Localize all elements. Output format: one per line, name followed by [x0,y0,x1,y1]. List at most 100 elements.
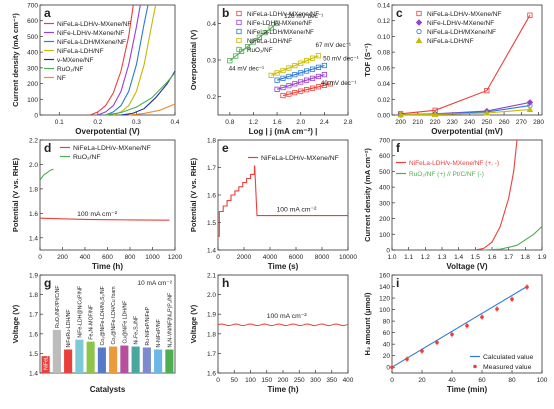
data-point [525,285,529,289]
panel-h: h Voltage (V) Time (h) 1.6 1.7 1.8 1.9 2.0 2.1 0 5… [189,273,354,395]
x-tick-label: 200 [395,119,406,126]
data-point [233,53,239,59]
data-point [304,58,310,64]
data-point [484,88,490,94]
panel-i: i H₂ amount (μmol) Time (min) 0 20 40 60 80 100 1… [363,273,548,395]
y-tick-label: 0.4 [207,21,216,28]
panel-d: d Potential (V vs. RHE) Time (h) 1.4 1.6 1.8 2… [11,138,183,272]
bar-label: Ru-NiFeP/NiFeP [145,306,151,345]
bar [52,329,61,373]
x-tick-label: 280 [533,119,544,126]
y-axis-label: Voltage (V) [11,304,20,343]
x-tick-label: 240 [464,119,475,126]
data-point [292,81,298,87]
data-point [483,109,491,116]
y-tick-label: 0.12 [377,18,390,25]
bar [64,349,73,373]
bar-label: N₃N-VN/NF(Ni₃P)P₃/NF [167,293,173,348]
bar [97,347,106,373]
x-tick-label: 1.3 [437,254,446,261]
data-point [280,67,286,74]
x-tick-label: 2.8 [343,119,352,126]
legend-marker [236,19,242,26]
y-tick-label: 1.8 [29,292,38,299]
data-point [298,88,304,94]
x-tick-label: 270 [516,119,527,126]
legend-marker [236,46,242,53]
bar [75,339,84,373]
legend-label: NiFeLa-LDH/NF [247,38,292,45]
x-tick-label: 8000 [315,254,330,261]
y-tick-label: 40 [383,342,391,349]
data-point [526,99,534,106]
y-tick-label: 60 [383,330,391,337]
x-tick-label: 20 [418,377,426,384]
x-axis-label: Time (s) [268,262,299,271]
panel-letter: c [396,6,403,20]
x-tick-label: 1.6 [273,119,282,126]
y-tick-label: 600 [379,153,390,160]
y-tick-label: 0.08 [377,50,390,57]
data-point [298,60,304,66]
y-tick-label: 20 [383,353,391,360]
series-line [39,217,170,221]
x-tick-label: 350 [326,377,337,384]
y-tick-label: 0.14 [377,3,390,10]
x-tick-label: 1.5 [471,254,480,261]
series-line [113,4,157,116]
legend-marker [416,28,422,35]
y-tick-label: 0 [386,248,390,255]
bar-label: Cu@NiFe LDH/NF [122,301,128,344]
x-tick-label: 0.3 [132,119,141,126]
y-tick-label: 0.04 [377,81,390,88]
data-point [298,79,304,85]
x-tick-label: 0.8 [225,119,234,126]
y-tick-label: 700 [379,138,390,145]
legend-label: NiFe-LDH/v-MXene/NF [427,20,494,27]
legend-label: Measured value [483,364,532,371]
data-point [321,62,327,69]
bar-label: NiFe-LDH@NiCoP/NF [77,286,83,338]
y-tick-label: 1.4 [207,248,216,255]
x-tick-label: 1.8 [521,254,530,261]
series-line [483,226,543,251]
panel-f: f Current density (mA cm⁻²) Voltage (V) 0 10… [363,138,547,272]
plot-frame [391,274,543,374]
x-tick-label: 1000 [145,254,160,261]
current-annotation: 10 mA cm⁻² [138,280,173,287]
x-axis-label: Catalysts [90,385,126,394]
y-tick-label: 0.2 [207,94,216,101]
y-tick-label: 300 [27,65,38,72]
data-point [309,75,316,81]
legend-marker [473,364,477,369]
slope-annotation: 67 mV dec⁻¹ [316,42,352,49]
y-tick-label: 500 [27,34,38,41]
panel-letter: e [222,141,229,155]
x-tick-label: 10000 [339,254,357,261]
legend-label: NF [57,75,66,82]
legend-label: NiFeLa-LDH/v-MXene/NF [427,11,501,18]
legend-label: NiFeLa-LDH/NF [427,38,474,45]
panel-letter: f [396,141,401,155]
data-point [315,84,322,90]
y-tick-label: 1.5 [29,351,38,358]
x-axis-label: Time (h) [268,385,299,394]
data-point [250,39,257,45]
y-tick-label: 0.3 [207,58,216,65]
y-tick-label: 1.9 [29,273,38,280]
y-tick-label: 2.2 [29,138,38,145]
x-tick-label: 2000 [237,254,252,261]
panel-letter: a [44,6,51,20]
y-tick-label: 600 [27,18,38,25]
panel-letter: g [44,276,51,290]
data-point [274,86,280,92]
data-point [304,77,310,83]
x-tick-label: 1.4 [454,254,463,261]
data-point [480,315,484,319]
x-tick-label: 0 [216,254,220,261]
x-tick-label: 150 [261,377,272,384]
x-tick-label: 1.6 [487,254,496,261]
data-point [286,91,292,97]
x-tick-label: 300 [310,377,321,384]
data-point [274,20,280,26]
